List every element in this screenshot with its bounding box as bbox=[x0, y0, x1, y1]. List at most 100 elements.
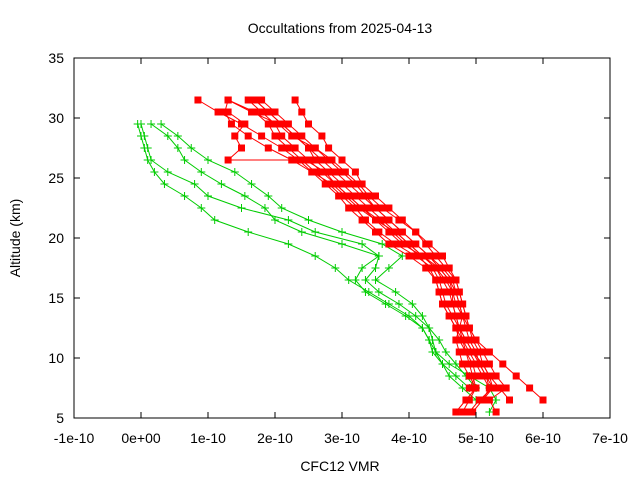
data-point bbox=[485, 408, 494, 416]
data-point bbox=[422, 240, 430, 248]
data-point bbox=[415, 252, 423, 260]
data-point bbox=[335, 192, 343, 200]
data-point bbox=[452, 276, 460, 284]
data-point bbox=[392, 240, 400, 248]
data-point bbox=[150, 168, 159, 176]
data-point bbox=[163, 132, 172, 140]
data-point bbox=[452, 312, 460, 320]
data-point bbox=[173, 144, 182, 152]
data-point bbox=[204, 192, 212, 200]
data-point bbox=[331, 264, 340, 272]
data-point bbox=[394, 300, 403, 308]
data-point bbox=[492, 396, 501, 404]
series-line bbox=[140, 123, 477, 401]
data-point bbox=[451, 372, 460, 380]
data-point bbox=[338, 240, 346, 248]
data-point bbox=[194, 96, 202, 104]
data-point bbox=[432, 276, 440, 284]
data-point bbox=[381, 300, 390, 308]
data-point bbox=[264, 120, 272, 128]
data-point bbox=[401, 312, 410, 320]
data-point bbox=[325, 144, 333, 152]
series-9 bbox=[224, 108, 493, 392]
data-point bbox=[455, 288, 463, 296]
data-point bbox=[210, 216, 219, 224]
data-point bbox=[485, 384, 493, 392]
data-point bbox=[247, 180, 256, 188]
data-point bbox=[143, 144, 152, 152]
data-point bbox=[204, 156, 212, 164]
data-point bbox=[321, 180, 329, 188]
data-point bbox=[492, 408, 500, 416]
data-point bbox=[465, 324, 473, 332]
data-point bbox=[358, 192, 366, 200]
data-point bbox=[241, 120, 249, 128]
data-point bbox=[298, 108, 306, 116]
data-point bbox=[355, 180, 363, 188]
data-point bbox=[374, 288, 383, 296]
data-point bbox=[238, 144, 245, 152]
data-point bbox=[244, 132, 252, 140]
y-tick-label: 35 bbox=[48, 50, 64, 66]
x-tick-label: 2e-10 bbox=[257, 430, 293, 446]
plot-frame bbox=[73, 57, 611, 419]
data-point bbox=[475, 396, 483, 404]
y-tick-label: 30 bbox=[48, 110, 64, 126]
data-point bbox=[435, 336, 444, 344]
data-point bbox=[405, 252, 413, 260]
data-point bbox=[180, 192, 189, 200]
data-point bbox=[344, 276, 353, 284]
data-point bbox=[338, 180, 346, 188]
data-point bbox=[372, 192, 379, 200]
data-point bbox=[264, 144, 272, 152]
data-point bbox=[418, 324, 427, 332]
data-point bbox=[435, 288, 443, 296]
data-point bbox=[365, 204, 373, 212]
data-point bbox=[240, 192, 249, 200]
data-point bbox=[304, 216, 313, 224]
data-point bbox=[378, 240, 387, 248]
data-point bbox=[371, 264, 380, 272]
data-point bbox=[147, 120, 156, 128]
data-point bbox=[374, 252, 383, 260]
data-point bbox=[140, 132, 149, 140]
data-point bbox=[311, 228, 320, 236]
data-point bbox=[459, 360, 467, 368]
data-point bbox=[305, 120, 312, 128]
y-axis-label: Altitude (km) bbox=[7, 199, 23, 278]
data-point bbox=[278, 132, 286, 140]
data-point bbox=[425, 324, 434, 332]
data-point bbox=[311, 144, 319, 152]
data-point bbox=[345, 192, 353, 200]
data-point bbox=[441, 348, 450, 356]
series-12 bbox=[147, 120, 474, 392]
data-point bbox=[499, 360, 507, 368]
data-point bbox=[465, 384, 473, 392]
data-point bbox=[197, 204, 206, 212]
data-point bbox=[284, 216, 293, 224]
data-point bbox=[412, 228, 420, 236]
data-point bbox=[385, 240, 393, 248]
series-line bbox=[226, 111, 490, 389]
y-tick-label: 10 bbox=[48, 350, 64, 366]
data-point bbox=[271, 132, 279, 140]
data-point bbox=[214, 108, 222, 116]
data-point bbox=[431, 348, 440, 356]
data-point bbox=[271, 108, 279, 116]
data-point bbox=[358, 264, 367, 272]
data-point bbox=[452, 408, 460, 416]
series-5 bbox=[224, 96, 493, 416]
data-point bbox=[385, 204, 393, 212]
x-tick-label: 3e-10 bbox=[324, 430, 360, 446]
data-point bbox=[298, 132, 306, 140]
data-point bbox=[462, 396, 470, 404]
data-point bbox=[187, 144, 196, 152]
data-point bbox=[372, 228, 379, 236]
data-point bbox=[217, 180, 226, 188]
data-point bbox=[358, 216, 366, 224]
data-point bbox=[258, 96, 266, 104]
data-point bbox=[472, 372, 480, 380]
data-point bbox=[385, 216, 393, 224]
data-point bbox=[502, 384, 510, 392]
